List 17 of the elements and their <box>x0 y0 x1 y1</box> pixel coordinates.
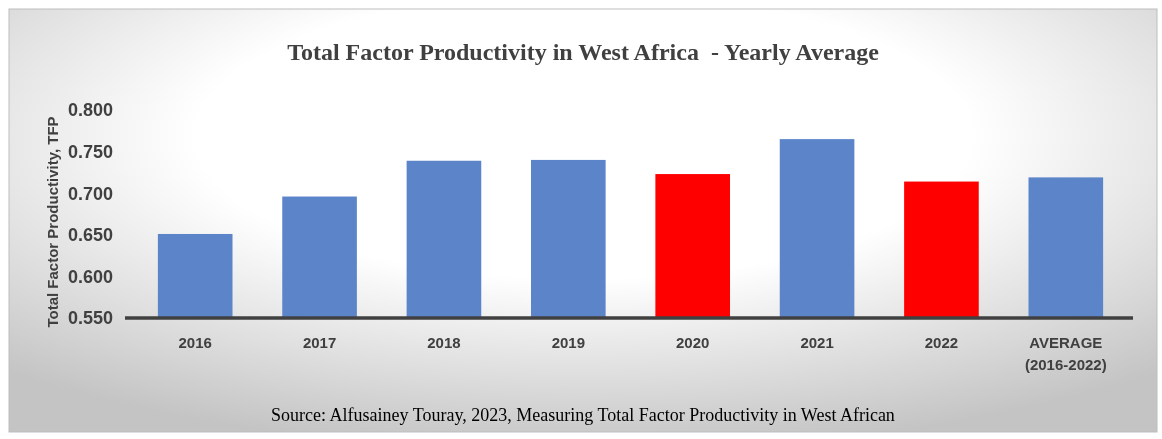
x-tick-label: 2021 <box>800 334 834 351</box>
y-axis-title: Total Factor Productivity, TFP <box>44 116 61 328</box>
y-tick-label: 0.800 <box>67 100 113 121</box>
y-tick-label: 0.750 <box>67 141 113 162</box>
x-tick-label: 2016 <box>178 334 212 351</box>
x-tick-label: 2017 <box>302 334 337 351</box>
source-note: Source: Alfusainey Touray, 2023, Measuring Total Factor Productivity in West African <box>271 405 895 425</box>
y-tick-label: 0.700 <box>67 183 113 204</box>
x-tick-label: AVERAGE (2016-2022) <box>1024 334 1107 373</box>
chart-title: Total Factor Productivity in West Africa - Yearly Average <box>287 39 880 65</box>
x-tick-label: 2019 <box>551 334 585 351</box>
y-tick-label: 0.600 <box>67 266 113 287</box>
y-tick-label: 0.650 <box>67 225 113 246</box>
x-tick-label: 2018 <box>427 334 461 351</box>
y-tick-label: 0.550 <box>67 308 113 329</box>
x-tick-label: 2022 <box>924 334 959 351</box>
x-tick-label: 2020 <box>676 334 710 351</box>
